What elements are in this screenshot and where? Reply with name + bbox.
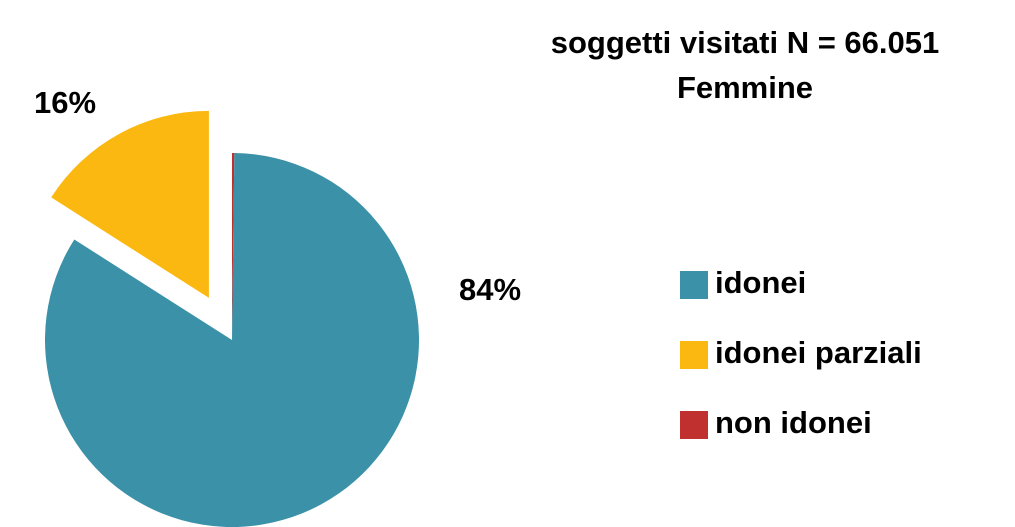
- legend-label: idonei: [715, 265, 806, 300]
- legend-label: idonei parziali: [715, 335, 922, 370]
- pie-slice: [51, 110, 209, 298]
- legend-swatch: [680, 271, 708, 299]
- pie-slice: [232, 153, 235, 340]
- legend-swatch: [680, 411, 708, 439]
- pie-slice: [45, 153, 419, 527]
- chart-title: soggetti visitati N = 66.051: [551, 25, 940, 60]
- data-label: 84%: [459, 272, 521, 307]
- data-label: 16%: [34, 85, 96, 120]
- legend-label: non idonei: [715, 405, 872, 440]
- chart-subtitle: Femmine: [677, 70, 813, 105]
- legend-swatch: [680, 341, 708, 369]
